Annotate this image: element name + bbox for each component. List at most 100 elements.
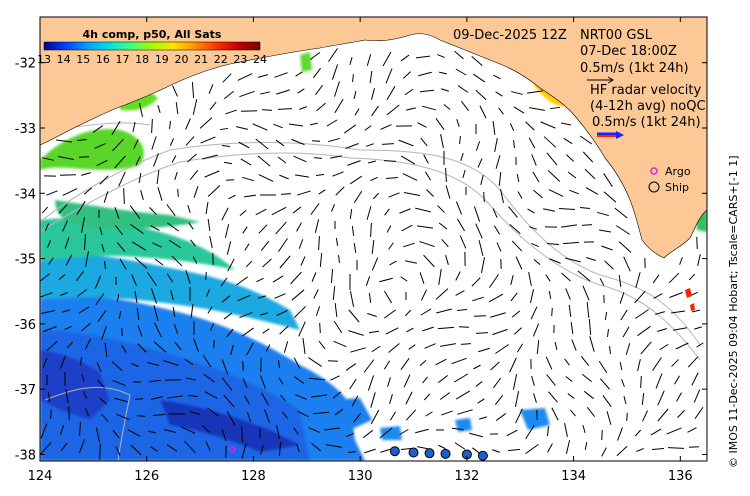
current-vector [651,448,665,450]
colorbar-tick-label: 14 [57,53,71,66]
current-vector [454,50,464,60]
current-vector [308,377,326,381]
current-vector [96,159,108,167]
current-vector [437,326,455,330]
current-vector [60,355,66,369]
current-vector [40,441,52,455]
current-vector [533,189,543,199]
current-vector [98,397,108,405]
y-axis: -32 -33 -34 -35 -36 -37 -38 [15,57,707,463]
current-vector [121,345,127,353]
current-vector [388,343,400,353]
current-vector [533,393,537,403]
current-vector [131,241,147,251]
current-vector [171,255,183,267]
current-vector [261,109,273,111]
current-vector [582,285,590,301]
current-vector [68,405,70,421]
current-vector [191,81,195,99]
current-vector [386,104,400,116]
current-vector [383,160,397,162]
current-vector [152,242,162,248]
current-vector [42,157,54,161]
current-vector [202,354,212,368]
australia-landmass [40,17,707,259]
current-vector [558,208,576,210]
x-axis: 124 126 128 130 132 134 136 [28,17,693,484]
current-vector [62,309,70,313]
current-vector [185,136,195,146]
current-vector [258,224,268,234]
current-vector [584,168,596,180]
argo-legend-label: Argo [665,165,691,178]
current-vector [604,260,614,270]
current-vector [586,257,596,261]
current-vector [239,90,255,98]
current-vector [606,411,612,425]
current-vector [132,122,136,132]
current-vector [237,73,253,81]
current-vector [577,270,591,282]
current-vector [202,154,218,160]
current-vector [435,288,449,300]
current-vector [64,325,72,331]
current-vector [76,200,86,216]
current-vector [455,271,461,281]
current-vector [148,430,156,434]
current-vector [460,153,464,161]
current-vector [64,237,70,249]
current-vector [655,311,665,315]
ship-marker [477,450,488,461]
current-vector [335,186,345,196]
current-vector [85,251,89,267]
observation-time: 07-Dec 18:00Z [580,44,677,59]
current-vector [475,89,487,101]
x-tick-label: 136 [668,469,693,484]
sst-patch-blue-5 [380,426,402,440]
current-vector [422,376,428,384]
current-vector [475,141,481,151]
current-vector [480,175,484,185]
current-vector [316,102,326,112]
current-vector [174,341,182,351]
current-vector [228,194,236,200]
current-vector [199,117,213,129]
current-vector [402,173,418,181]
current-vector [641,410,649,422]
current-vector [264,409,270,423]
current-vector [349,208,353,220]
current-vector [265,344,271,352]
current-vector [500,189,504,203]
contour-shelf [40,142,701,346]
current-vector [147,361,159,367]
current-vector [386,85,396,101]
sst-patch-navy [40,350,110,420]
current-vector [368,160,376,164]
current-vector [623,256,631,272]
current-vector [532,171,540,183]
current-vector [561,272,571,282]
current-vector [582,425,586,433]
current-vector [130,223,144,235]
current-vector [479,416,487,420]
current-vector [549,106,561,110]
current-vector [260,91,270,95]
current-vector [103,191,109,203]
current-vector [101,413,109,423]
current-vector [223,394,235,408]
current-vector [137,343,147,353]
current-vector [616,225,630,235]
current-vector [236,276,248,286]
current-vector [277,108,293,110]
current-vector [315,306,321,316]
hf-radar-subtitle: (4-12h avg) noQC [590,99,706,114]
colorbar-tick-label: 19 [155,53,169,66]
current-vector [493,377,501,389]
current-vector [344,124,356,134]
current-vector [202,425,210,433]
current-vector [403,374,411,388]
current-vector [153,305,159,321]
x-tick-label: 128 [241,469,266,484]
current-vector [147,272,157,286]
current-vector [495,344,509,354]
